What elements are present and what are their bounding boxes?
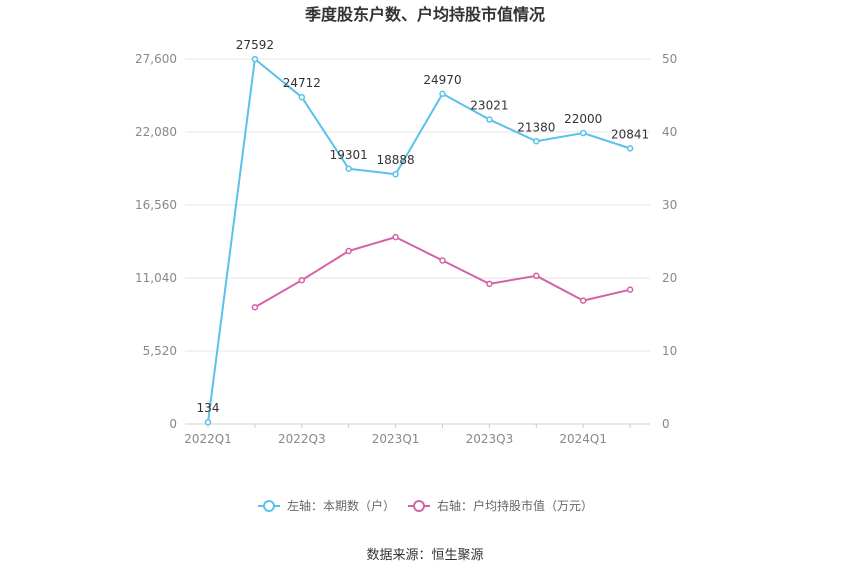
x-tick-label: 2024Q1 <box>559 432 607 446</box>
series-line <box>207 58 631 423</box>
data-point <box>486 280 493 288</box>
right-tick-label: 30 <box>662 198 677 212</box>
x-tick-label: 2022Q3 <box>278 432 326 446</box>
x-tick-label: 2023Q3 <box>466 432 514 446</box>
data-label: 20841 <box>611 127 649 141</box>
data-label: 134 <box>197 401 220 415</box>
legend: 左轴：本期数（户） 右轴：户均持股市值（万元） <box>258 498 593 513</box>
data-label: 24712 <box>283 76 321 90</box>
left-axis: 0 5,520 11,040 16,560 22,080 27,600 <box>135 52 177 431</box>
data-label: 18888 <box>377 153 415 167</box>
legend-label: 右轴：户均持股市值（万元） <box>437 498 593 513</box>
right-tick-label: 0 <box>662 417 670 431</box>
legend-item-2: 右轴：户均持股市值（万元） <box>408 498 593 513</box>
x-tick-label: 2022Q1 <box>184 432 232 446</box>
data-label: 19301 <box>330 148 368 162</box>
legend-label: 左轴：本期数（户） <box>287 498 395 513</box>
right-tick-label: 20 <box>662 271 677 285</box>
data-point <box>298 93 306 101</box>
left-tick-label: 22,080 <box>135 125 177 139</box>
data-label: 21380 <box>517 120 555 134</box>
legend-item-1: 左轴：本期数（户） <box>258 498 395 513</box>
series-line <box>254 236 631 309</box>
data-label: 27592 <box>236 38 274 52</box>
source-note: 数据来源：恒生聚源 <box>366 548 483 563</box>
x-axis: 2022Q1 2022Q3 2023Q1 2023Q3 2024Q1 <box>184 424 631 446</box>
x-tick-label: 2023Q1 <box>372 432 420 446</box>
legend-swatch-marker <box>413 500 425 512</box>
data-point <box>579 297 587 304</box>
data-point <box>439 257 446 264</box>
right-tick-label: 50 <box>662 52 677 66</box>
data-point <box>626 286 634 293</box>
data-point <box>486 116 493 123</box>
data-point <box>345 247 352 255</box>
data-label: 24970 <box>423 73 461 87</box>
left-tick-label: 16,560 <box>135 198 177 212</box>
series-layer: 134 27592 24712 19301 18888 24970 23021 21380 22… <box>197 38 649 426</box>
data-point <box>204 418 212 426</box>
legend-swatch-marker <box>263 500 275 512</box>
right-tick-label: 40 <box>662 125 677 139</box>
series-2 <box>251 233 634 311</box>
data-point <box>251 55 259 63</box>
grid <box>185 58 650 425</box>
right-tick-label: 10 <box>662 344 677 358</box>
data-point <box>298 276 306 284</box>
left-tick-label: 27,600 <box>135 52 177 66</box>
right-axis: 0 10 20 30 40 50 <box>662 52 677 431</box>
data-point <box>345 165 352 173</box>
series-1: 134 27592 24712 19301 18888 24970 23021 21380 22… <box>197 38 649 426</box>
data-point <box>392 170 399 178</box>
data-point <box>626 145 634 152</box>
left-tick-label: 0 <box>169 417 177 431</box>
chart-title: 季度股东户数、户均持股市值情况 <box>304 5 545 24</box>
data-label: 23021 <box>470 99 508 113</box>
data-point <box>251 303 259 311</box>
data-point <box>579 129 587 137</box>
data-point <box>533 272 540 280</box>
data-point <box>533 138 540 145</box>
data-label: 22000 <box>564 112 602 126</box>
data-point <box>439 90 446 98</box>
left-tick-label: 5,520 <box>143 344 177 358</box>
left-tick-label: 11,040 <box>135 271 177 285</box>
data-point <box>392 233 399 241</box>
